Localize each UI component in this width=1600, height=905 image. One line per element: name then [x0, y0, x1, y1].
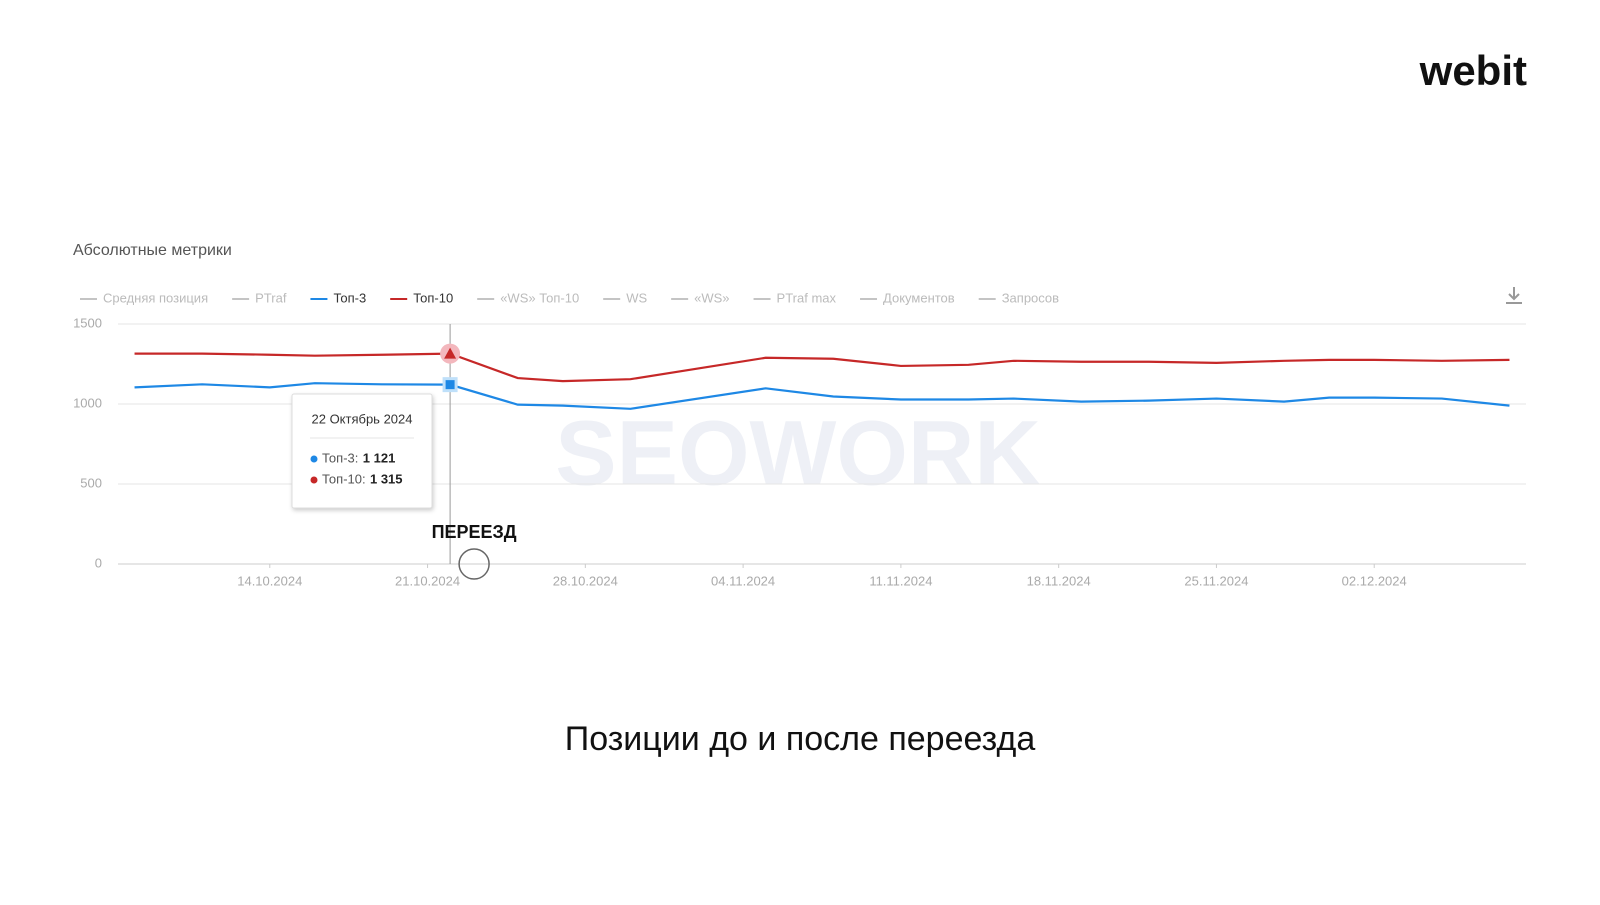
- legend-label[interactable]: WS: [626, 290, 647, 305]
- legend-label[interactable]: Средняя позиция: [103, 290, 208, 305]
- tooltip-dot: [310, 476, 318, 484]
- watermark: SEOWORK: [555, 402, 1041, 504]
- x-tick-label: 14.10.2024: [237, 573, 302, 588]
- annotation-circle: [458, 548, 490, 580]
- legend-label[interactable]: «WS»: [694, 290, 729, 305]
- tooltip-value: 1 121: [363, 450, 396, 465]
- x-tick-label: 28.10.2024: [553, 573, 618, 588]
- tooltip-value: 1 315: [370, 471, 403, 486]
- logo: webit: [1419, 47, 1527, 94]
- x-tick-label: 21.10.2024: [395, 573, 460, 588]
- y-tick-label: 1500: [73, 315, 102, 330]
- chart-title: Абсолютные метрики: [73, 242, 232, 259]
- tooltip-name: Топ-3: [322, 450, 355, 465]
- x-tick-label: 04.11.2024: [711, 573, 775, 588]
- caption: Позиции до и после переезда: [565, 720, 1036, 758]
- legend-label[interactable]: PTraf: [255, 290, 287, 305]
- tooltip-name: Топ-10: [322, 471, 362, 486]
- y-tick-label: 1000: [73, 395, 102, 410]
- tooltip-sep: :: [362, 471, 366, 486]
- legend-label[interactable]: Топ-3: [333, 290, 366, 305]
- hover-marker: [442, 377, 458, 393]
- hover-marker: [444, 347, 457, 359]
- tooltip-title: 22 Октябрь 2024: [312, 411, 413, 426]
- tooltip-sep: :: [355, 450, 359, 465]
- tooltip-dot: [310, 455, 318, 463]
- legend-label[interactable]: PTraf max: [777, 290, 837, 305]
- legend-label[interactable]: «WS» Топ-10: [500, 290, 579, 305]
- x-tick-label: 11.11.2024: [869, 573, 932, 588]
- series-line: [134, 382, 1510, 410]
- x-tick-label: 25.11.2024: [1184, 573, 1248, 588]
- series-line: [134, 352, 1510, 383]
- tooltip-box: [291, 393, 433, 509]
- y-tick-label: 500: [80, 475, 102, 490]
- download-icon[interactable]: [1506, 287, 1522, 304]
- legend-label[interactable]: Топ-10: [413, 290, 453, 305]
- legend-label[interactable]: Запросов: [1002, 290, 1059, 305]
- legend-label[interactable]: Документов: [883, 290, 955, 305]
- y-tick-label: 0: [95, 555, 102, 570]
- annotation: ПЕРЕЕЗД: [432, 522, 517, 542]
- x-tick-label: 18.11.2024: [1027, 573, 1091, 588]
- icon-part: [1508, 293, 1520, 301]
- x-tick-label: 02.12.2024: [1342, 573, 1407, 588]
